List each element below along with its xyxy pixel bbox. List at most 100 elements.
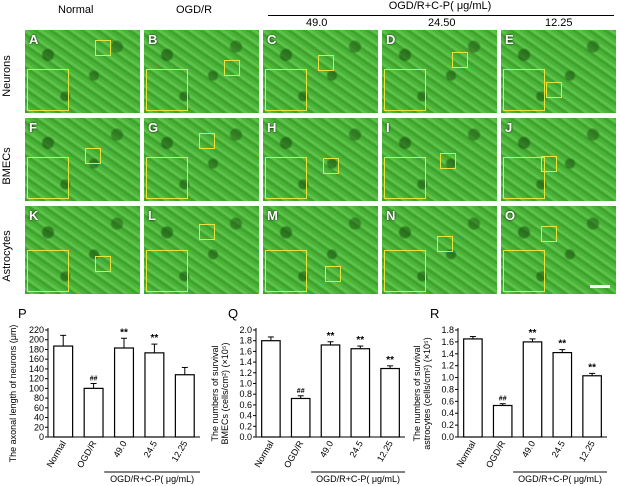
y-axis-label: The axonal length of neurons (μm) [8,325,18,463]
magnified-inset [503,250,545,292]
magnified-inset [265,250,307,292]
y-tick-label: 0.2 [239,421,252,431]
y-tick-label: 0.6 [239,400,252,410]
y-axis-label-line2: astrocytes (cells/cm²) (×10⁵) [422,337,432,450]
magnified-inset [265,69,307,111]
micrograph-panel-o: O [501,206,616,294]
bar [290,397,311,438]
zoom-region-box [437,236,453,252]
bar [53,345,74,438]
micrograph-panel-j: J [501,118,616,201]
category-label: 49.0 [520,439,537,459]
panel-letter: L [148,208,156,223]
micrograph-panel-d: D [382,30,497,113]
panel-letter: F [29,120,37,135]
micrograph-panel-m: M [263,206,378,294]
y-tick-label: 40 [34,413,44,423]
magnified-inset [503,157,545,199]
panel-letter: H [267,120,277,135]
magnified-inset [146,69,188,111]
zoom-region-box [323,158,339,174]
y-tick-label: 1.8 [239,336,252,346]
significance-stars: ** [588,362,596,373]
zoom-region-box [95,40,111,56]
micrograph-panel-g: G [144,118,259,201]
panel-letter: D [386,32,396,47]
y-tick-label: 1.6 [441,337,454,347]
y-tick-label: 20 [34,422,44,432]
panel-letter: I [386,120,390,135]
dose-header-12-25: 12.25 [545,17,573,29]
magnified-inset [146,250,188,292]
y-tick-label: 0.6 [441,396,454,406]
category-label: 49.0 [318,439,335,459]
scale-bar [590,285,610,288]
significance-stars: ** [386,355,394,366]
magnified-inset [27,157,69,199]
y-tick-label: 2.0 [239,325,252,335]
zoom-region-box [546,82,562,98]
y-tick-label: 1.0 [239,379,252,389]
y-tick-label: 1.0 [441,373,454,383]
bar [492,404,513,438]
panel-letter: G [148,120,159,135]
bar [83,387,104,438]
zoom-region-box [452,52,468,68]
magnified-inset [27,250,69,292]
y-tick-label: 1.2 [441,361,454,371]
bar [552,351,573,438]
y-tick-label: 0.8 [239,389,252,399]
micrograph-panel-l: L [144,206,259,294]
y-tick-label: 0.2 [441,420,454,430]
zoom-region-box [85,148,101,164]
y-tick-label: 1.8 [441,325,454,335]
treatment-group-line [268,15,614,16]
panel-letter: M [267,208,278,223]
category-label: Normal [252,439,275,469]
significance-stars: ** [327,331,335,342]
y-tick-label: 1.4 [441,349,454,359]
micrograph-panel-c: C [263,30,378,113]
micrograph-panel-b: B [144,30,259,113]
col-header-normal: Normal [58,4,94,16]
y-tick-label: 1.4 [239,357,252,367]
category-label: Normal [454,439,477,469]
y-axis-label-line1: The numbers of survival [412,345,422,441]
category-label: 49.0 [111,439,128,459]
significance-hash: ## [90,376,98,383]
group-label: OGD/R+C-P( μg/mL) [518,474,602,484]
category-label: 24.5 [348,439,365,459]
zoom-region-box [440,153,456,169]
treatment-group-header: OGD/R+C-P( μg/mL) [388,0,492,12]
dose-header-49: 49.0 [306,17,328,29]
y-tick-label: 200 [29,335,44,345]
micrograph-panel-k: K [25,206,140,294]
magnified-inset [384,157,426,199]
panel-letter: K [29,208,39,223]
bar [463,338,483,438]
y-tick-label: 0.4 [441,408,454,418]
zoom-region-box [224,60,240,76]
zoom-region-box [318,55,334,71]
bar [113,347,135,438]
significance-hash: ## [499,396,507,403]
micrograph-panel-e: E [501,30,616,113]
significance-hash: ## [297,388,305,395]
category-label: Normal [45,439,68,469]
panel-letter: J [505,120,513,135]
bar [144,352,165,438]
micrograph-panel-a: A [25,30,140,113]
category-label: OGD/R [484,439,508,470]
chart-letter-q: Q [228,306,239,321]
y-tick-label: 220 [29,325,44,335]
col-header-ogdr: OGD/R [176,4,213,16]
magnified-inset [384,250,426,292]
zoom-region-box [325,266,341,282]
category-label: OGD/R [282,439,306,470]
magnified-inset [503,69,545,111]
bar [380,367,400,438]
significance-stars: ** [356,335,364,346]
micrograph-panel-h: H [263,118,378,201]
panel-letter: E [505,32,514,47]
